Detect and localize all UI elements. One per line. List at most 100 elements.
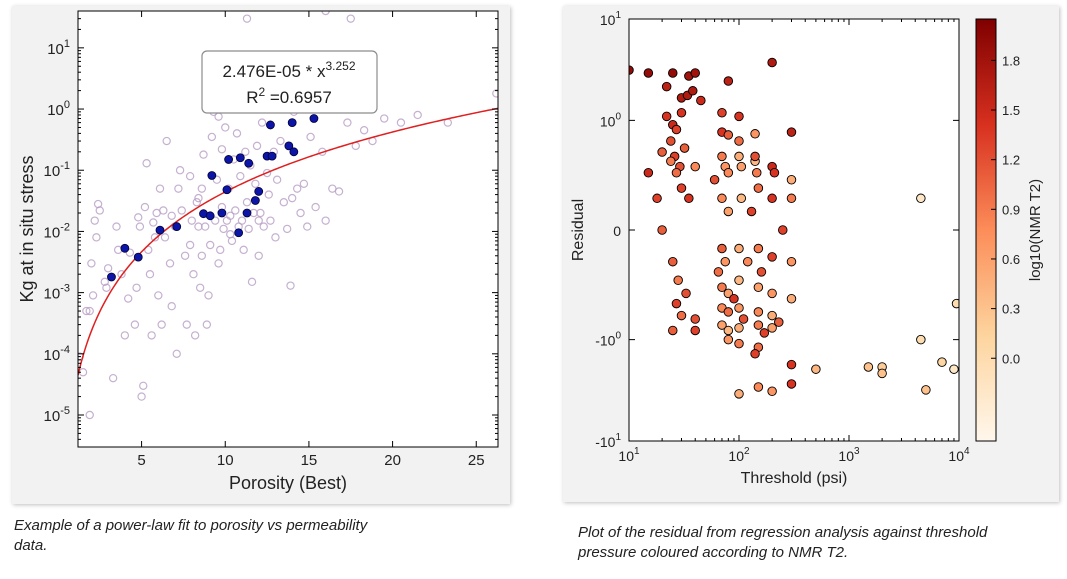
highlight-point	[155, 225, 165, 235]
y-tick-label: 100	[47, 99, 70, 119]
data-point	[723, 334, 734, 345]
data-point	[921, 385, 931, 395]
data-point	[643, 167, 654, 178]
data-point	[717, 320, 727, 330]
colorbar-tick-label: 0.3	[1002, 302, 1020, 317]
data-point	[767, 323, 777, 333]
data-point	[132, 283, 141, 292]
data-point	[713, 267, 724, 277]
data-point	[668, 68, 678, 78]
data-point	[949, 364, 959, 374]
porosity-permeability-chart: 5 10 15 20 25 10-5 10-4 10-3 10-2 10-1 100 101 Poros…	[17, 10, 499, 493]
data-point	[717, 243, 727, 254]
highlight-point	[309, 114, 319, 123]
data-point	[216, 245, 225, 255]
data-point	[195, 283, 205, 292]
data-point	[85, 306, 94, 316]
highlight-point	[287, 118, 297, 128]
data-point	[657, 147, 667, 157]
data-point	[736, 161, 747, 172]
data-point	[271, 233, 280, 242]
data-point	[159, 206, 168, 215]
data-point	[786, 379, 797, 389]
data-point	[690, 314, 700, 324]
data-point	[175, 166, 185, 175]
highlight-point	[244, 158, 254, 168]
data-point	[232, 129, 242, 138]
highlight-point	[242, 208, 252, 218]
data-point	[679, 143, 690, 153]
fit-annotation-box: 2.476E-05 * x3.252 R2 =0.6957	[201, 50, 378, 114]
data-point	[734, 323, 744, 333]
data-point	[786, 359, 797, 370]
data-point	[786, 294, 797, 304]
data-point	[321, 11, 330, 16]
highlight-point	[217, 208, 227, 218]
highlight-point	[224, 155, 233, 164]
data-point	[786, 256, 797, 267]
data-point	[306, 132, 315, 142]
highlight-point	[250, 196, 260, 205]
data-point	[734, 389, 744, 399]
data-point	[666, 156, 676, 166]
data-point	[264, 190, 273, 199]
y-tick-label: 100	[600, 111, 622, 129]
data-point	[696, 95, 706, 106]
data-point	[167, 301, 176, 311]
data-point	[413, 110, 422, 120]
data-point	[212, 175, 222, 184]
data-point	[652, 193, 662, 204]
data-point	[767, 288, 777, 299]
data-point	[759, 328, 770, 338]
data-point	[103, 264, 113, 273]
data-point	[140, 202, 150, 212]
y-tick-label: 10-2	[44, 221, 70, 241]
data-point	[219, 224, 228, 234]
data-point	[177, 206, 186, 215]
power-law-fit-line	[78, 107, 498, 376]
data-point	[276, 136, 285, 146]
caption-left: Example of a power-law fit to porosity v…	[14, 517, 368, 554]
data-point	[187, 216, 196, 225]
data-point	[112, 222, 121, 231]
data-point	[723, 307, 734, 317]
data-point	[756, 267, 767, 277]
data-point	[786, 193, 797, 204]
data-point	[723, 206, 734, 217]
data-point	[231, 206, 240, 215]
data-point	[738, 314, 749, 324]
data-point	[720, 256, 731, 267]
data-point	[149, 218, 158, 227]
colorbar-tick-label: 0.9	[1002, 202, 1020, 217]
data-point	[137, 392, 146, 401]
data-point	[145, 269, 155, 279]
highlight-point	[266, 120, 275, 130]
y-axis-label: Kg at in situ stress	[17, 155, 37, 302]
data-point	[150, 233, 160, 242]
colorbar	[975, 18, 997, 442]
data-point	[334, 187, 344, 196]
y-tick-label: 10-1	[44, 160, 70, 180]
data-point	[723, 76, 734, 86]
data-point	[252, 141, 262, 151]
data-point	[767, 57, 777, 68]
y-tick-label: 101	[47, 38, 70, 58]
data-point	[237, 216, 247, 225]
data-point	[293, 184, 302, 193]
data-point	[774, 317, 784, 327]
data-point	[661, 111, 672, 122]
y-tick-label: 101	[600, 10, 622, 28]
data-point	[734, 136, 744, 146]
data-point	[346, 14, 355, 23]
data-point	[244, 224, 253, 234]
highlight-point	[172, 222, 182, 231]
data-point	[197, 251, 207, 260]
data-point	[752, 167, 762, 178]
data-point	[185, 171, 195, 181]
data-point	[102, 283, 111, 292]
data-point	[134, 213, 143, 222]
colorbar-label: log10(NMR T2)	[1027, 179, 1044, 281]
data-point	[753, 307, 764, 317]
highlight-point	[207, 171, 217, 180]
x-axis-label: Porosity (Best)	[229, 473, 347, 493]
